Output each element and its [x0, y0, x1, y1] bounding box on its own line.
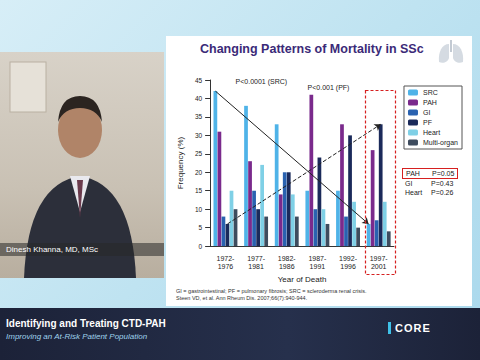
html-text:PAH: PAH: [406, 170, 420, 177]
svg-text:1981: 1981: [248, 263, 264, 270]
svg-text:Heart: Heart: [423, 129, 440, 136]
svg-text:PAH: PAH: [423, 99, 437, 106]
svg-text:PF: PF: [423, 119, 432, 126]
svg-text:1996: 1996: [340, 263, 356, 270]
svg-text:40: 40: [195, 95, 203, 102]
svg-text:25: 25: [195, 150, 203, 157]
svg-text:30: 30: [195, 132, 203, 139]
html-text:Changing Patterns of Mortality: Changing Patterns of Mortality in SSc: [200, 42, 424, 56]
svg-text:10: 10: [195, 206, 203, 213]
html-text:P=0.26: P=0.26: [431, 189, 454, 196]
svg-text:1976: 1976: [218, 263, 234, 270]
svg-text:1982-: 1982-: [278, 255, 297, 262]
svg-text:0: 0: [199, 243, 203, 250]
svg-text:45: 45: [195, 77, 203, 84]
svg-text:2001: 2001: [371, 263, 387, 270]
svg-text:Frequency (%): Frequency (%): [176, 136, 185, 189]
svg-text:P<0.001 (PF): P<0.001 (PF): [308, 84, 350, 92]
html-text:GI: GI: [405, 180, 413, 187]
svg-text:1997-: 1997-: [370, 255, 389, 262]
svg-text:5: 5: [199, 224, 203, 231]
svg-text:20: 20: [195, 169, 203, 176]
html-text:Identifying and Treating CTD-P: Identifying and Treating CTD-PAH: [6, 318, 166, 329]
svg-text:1992-: 1992-: [339, 255, 358, 262]
svg-text:1972-: 1972-: [216, 255, 235, 262]
svg-text:Multi-organ: Multi-organ: [423, 139, 458, 147]
svg-text:SRC: SRC: [423, 89, 438, 96]
svg-text:1991: 1991: [310, 263, 326, 270]
html-text:Heart: Heart: [405, 189, 423, 196]
svg-text:35: 35: [195, 113, 203, 120]
html-text:Improving an At-Risk Patient P: Improving an At-Risk Patient Population: [6, 332, 148, 341]
html-text:CORE: CORE: [395, 322, 431, 334]
svg-text:1986: 1986: [279, 263, 295, 270]
svg-text:GI: GI: [423, 109, 430, 116]
svg-text:1987-: 1987-: [308, 255, 327, 262]
html-text:P=0.43: P=0.43: [431, 180, 454, 187]
html-text:GI = gastrointestinal; PF = pu: GI = gastrointestinal; PF = pulmonary fi…: [176, 288, 367, 294]
svg-text:P<0.0001 (SRC): P<0.0001 (SRC): [236, 78, 288, 86]
html-text:Steen VD, et al. Ann Rheum Dis: Steen VD, et al. Ann Rheum Dis. 2007;66(…: [176, 295, 308, 301]
html-text:P=0.05: P=0.05: [432, 170, 455, 177]
svg-text:1977-: 1977-: [247, 255, 266, 262]
svg-text:15: 15: [195, 187, 203, 194]
html-text:Dinesh Khanna, MD, MSc: Dinesh Khanna, MD, MSc: [6, 245, 98, 254]
svg-text:Year of Death: Year of Death: [278, 275, 327, 284]
